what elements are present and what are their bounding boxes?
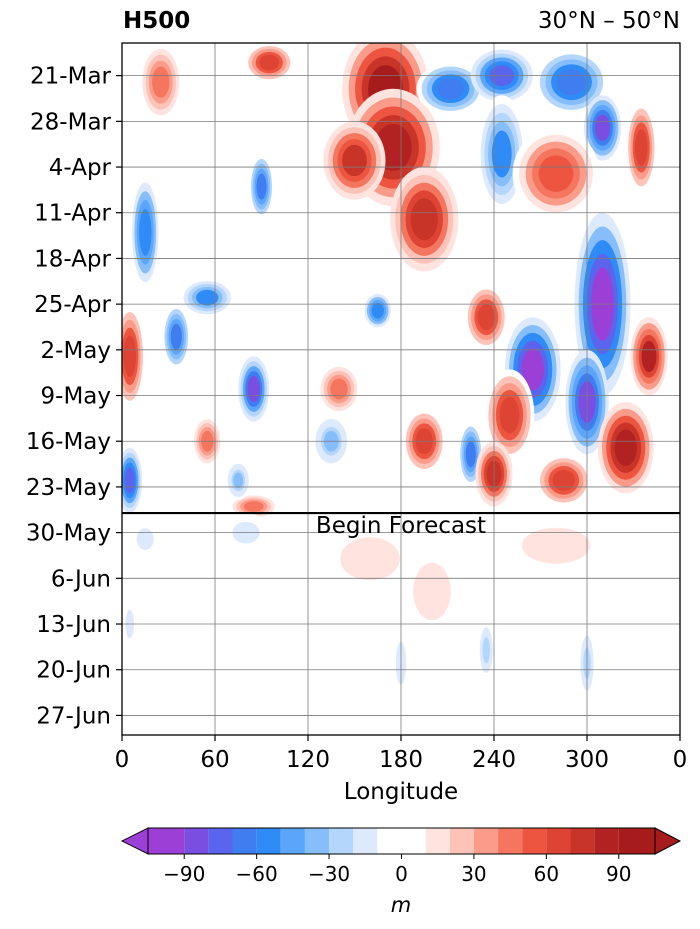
colorbar-tick-label: 0 bbox=[395, 862, 408, 886]
colorbar-swatch bbox=[618, 828, 655, 854]
anomaly-cell-6 bbox=[534, 49, 609, 115]
anomaly-cell-24 bbox=[179, 278, 236, 318]
colorbar-swatch bbox=[256, 828, 281, 854]
begin-forecast-annotation: Begin Forecast bbox=[316, 513, 486, 539]
colorbar: −90 −60 −30 0 30 60 90 bbox=[120, 827, 682, 886]
x-axis-label: Longitude bbox=[344, 779, 458, 805]
anomaly-cell-14 bbox=[597, 402, 654, 494]
anomaly-cell-44 bbox=[129, 519, 161, 559]
x-tick-label: 240 bbox=[472, 747, 516, 773]
colorbar-swatch bbox=[184, 828, 209, 854]
anomaly-cell-26 bbox=[238, 356, 270, 422]
colorbar-tick-label: 60 bbox=[534, 862, 559, 886]
colorbar-swatch bbox=[208, 828, 233, 854]
anomaly-cell-28 bbox=[122, 447, 143, 514]
grid-lines bbox=[122, 43, 680, 735]
y-tick-label: 25-Apr bbox=[34, 292, 111, 318]
colorbar-tick-label: 90 bbox=[606, 862, 631, 886]
anomaly-cell-40 bbox=[476, 617, 496, 683]
colorbar-max-extension bbox=[654, 827, 682, 855]
anomaly-cell-15 bbox=[630, 317, 668, 396]
colorbar-min-extension bbox=[120, 827, 149, 855]
y-tick-label: 11-Apr bbox=[34, 201, 111, 227]
anomaly-cell-17 bbox=[464, 284, 508, 350]
y-tick-label: 16-May bbox=[26, 429, 111, 455]
anomaly-cell-31 bbox=[244, 43, 295, 83]
colorbar-swatch bbox=[232, 828, 257, 854]
chart-title-right: 30°N – 50°N bbox=[537, 8, 680, 34]
chart-title-left: H500 bbox=[123, 8, 191, 34]
x-tick-label: 300 bbox=[565, 747, 609, 773]
anomaly-cell-25 bbox=[162, 304, 191, 370]
x-tick-label: 60 bbox=[200, 747, 229, 773]
anomaly-cell-2 bbox=[390, 167, 459, 272]
colorbar-unit-label: m bbox=[391, 893, 411, 917]
x-tick-label: 0 bbox=[115, 747, 130, 773]
colorbar-tick-label: −60 bbox=[236, 862, 278, 886]
x-tick-label: 120 bbox=[286, 747, 330, 773]
colorbar-tick-label: 30 bbox=[461, 862, 486, 886]
colorbar-swatch bbox=[425, 828, 450, 854]
colorbar-tick-label: −30 bbox=[308, 862, 350, 886]
x-tick-label: 0 bbox=[673, 747, 688, 773]
colorbar-swatch bbox=[148, 828, 185, 854]
anomaly-cell-3 bbox=[323, 121, 386, 200]
colorbar-swatch bbox=[570, 828, 595, 854]
colorbar-swatch bbox=[280, 828, 305, 854]
y-tick-label: 18-Apr bbox=[34, 246, 111, 272]
y-axis: 21-Mar 28-Mar 4-Apr 11-Apr 18-Apr 25-Apr 2-May… bbox=[26, 64, 122, 729]
y-tick-label: 4-Apr bbox=[49, 155, 112, 181]
colorbar-swatch bbox=[353, 828, 378, 854]
y-tick-label: 30-May bbox=[26, 521, 111, 547]
y-tick-label: 27-Jun bbox=[36, 703, 111, 729]
anomaly-cell-29 bbox=[122, 304, 146, 409]
colorbar-swatch bbox=[377, 828, 426, 854]
colorbar-swatch bbox=[329, 828, 354, 854]
anomaly-cell-38 bbox=[397, 539, 467, 644]
colorbar-tick-label: −90 bbox=[163, 862, 205, 886]
anomaly-cell-9 bbox=[512, 127, 600, 220]
y-tick-label: 6-Jun bbox=[51, 566, 111, 592]
anomaly-cell-22 bbox=[249, 153, 274, 220]
colorbar-swatch bbox=[594, 828, 619, 854]
y-tick-label: 28-Mar bbox=[30, 109, 112, 135]
y-tick-label: 9-May bbox=[41, 384, 111, 410]
anomaly-cell-30 bbox=[139, 43, 183, 122]
anomaly-cell-27 bbox=[362, 291, 394, 331]
anomaly-cell-36 bbox=[225, 460, 251, 500]
colorbar-swatch bbox=[304, 828, 330, 854]
anomaly-cell-23 bbox=[129, 173, 161, 292]
anomaly-cell-21 bbox=[535, 454, 592, 507]
colorbar-swatch bbox=[473, 828, 499, 854]
y-tick-label: 13-Jun bbox=[36, 612, 111, 638]
y-tick-label: 2-May bbox=[41, 338, 111, 364]
y-tick-label: 20-Jun bbox=[36, 658, 111, 684]
colorbar-swatch bbox=[449, 828, 474, 854]
colorbar-swatch bbox=[498, 828, 523, 854]
x-axis: 0 60 120 180 240 300 0 bbox=[115, 735, 688, 773]
anomaly-cell-34 bbox=[317, 362, 361, 416]
x-tick-label: 180 bbox=[379, 747, 423, 773]
anomaly-cell-39 bbox=[494, 513, 618, 579]
colorbar-swatch bbox=[546, 828, 571, 854]
colorbar-swatch bbox=[522, 828, 547, 854]
y-tick-label: 23-May bbox=[26, 475, 111, 501]
y-tick-label: 21-Mar bbox=[30, 64, 112, 90]
anomaly-cell-10 bbox=[625, 101, 657, 194]
anomaly-cell-16 bbox=[484, 369, 535, 461]
